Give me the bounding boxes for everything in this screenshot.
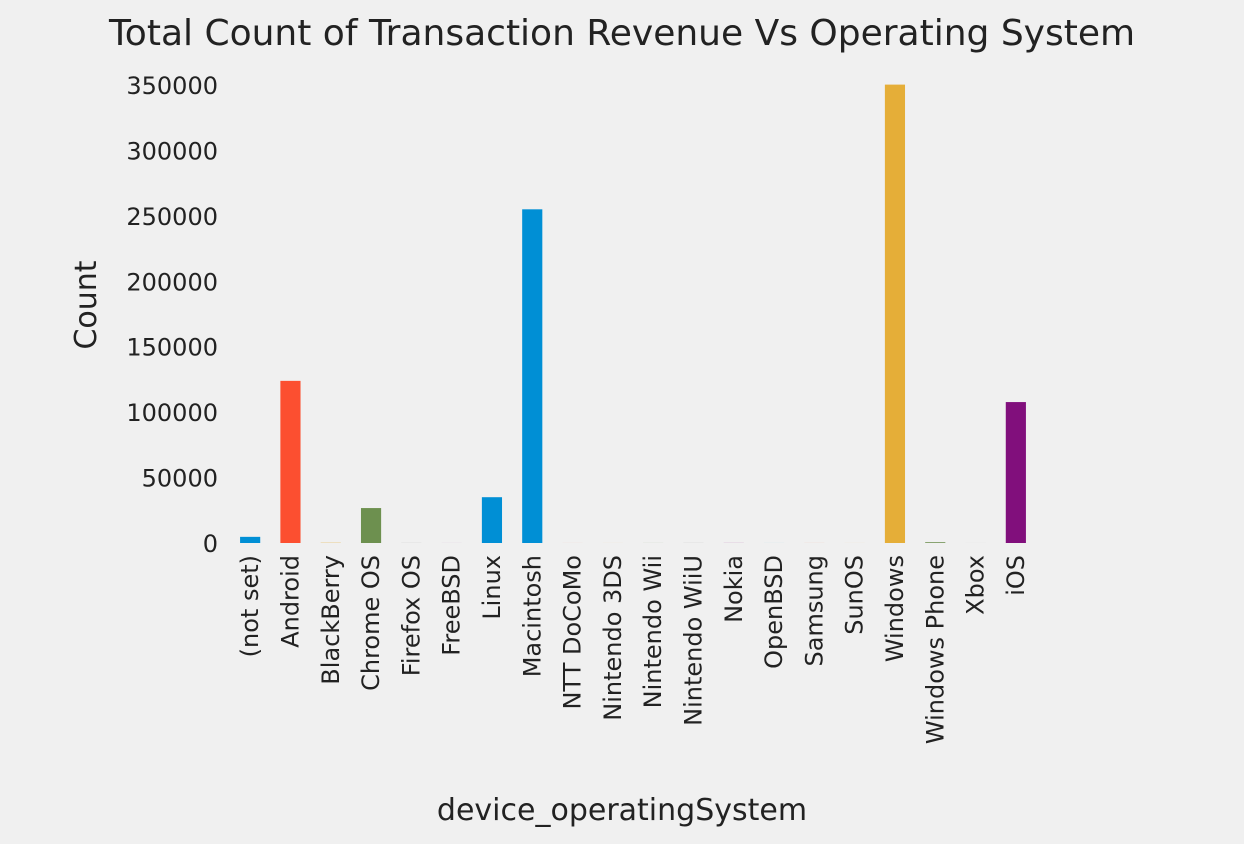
x-tick-label: Nintendo 3DS	[599, 555, 627, 721]
x-tick-labels: (not set) Android BlackBerry Chrome OS Firef…	[236, 555, 1030, 744]
x-tick-label: iOS	[1002, 555, 1030, 596]
x-tick-label: FreeBSD	[438, 555, 466, 656]
bar	[1005, 402, 1026, 543]
x-tick-label: Chrome OS	[357, 555, 385, 691]
x-tick-label: Nintendo Wii	[639, 555, 667, 708]
y-axis-label: Count	[69, 260, 104, 349]
x-tick-label: Xbox	[962, 555, 990, 615]
x-tick-label: Android	[276, 555, 304, 648]
y-tick-label: 250000	[126, 203, 218, 231]
x-axis-label: device_operatingSystem	[437, 793, 807, 828]
y-tick-label: 300000	[126, 137, 218, 165]
x-tick-label: Macintosh	[518, 555, 546, 677]
bar	[481, 497, 503, 543]
x-tick-label: Samsung	[800, 555, 828, 666]
y-tick-label: 200000	[126, 268, 218, 296]
x-tick-label: Firefox OS	[397, 555, 425, 676]
x-tick-label: Linux	[478, 555, 506, 620]
y-tick-labels: 0 50000 100000 150000 200000 250000 300000 3500…	[126, 72, 218, 558]
y-tick-label: 0	[203, 530, 218, 558]
x-tick-label: Nintendo WiiU	[679, 555, 707, 726]
y-tick-label: 350000	[126, 72, 218, 100]
x-tick-label: OpenBSD	[760, 555, 788, 669]
x-tick-label: NTT DoCoMo	[559, 555, 587, 709]
bars	[240, 84, 1026, 544]
bar	[884, 84, 906, 544]
bar	[522, 209, 543, 544]
bar	[280, 380, 301, 543]
chart-title: Total Count of Transaction Revenue Vs Op…	[108, 13, 1135, 54]
y-tick-label: 150000	[126, 334, 218, 362]
y-tick-label: 100000	[126, 399, 218, 427]
bar	[240, 536, 261, 543]
x-tick-label: SunOS	[841, 555, 869, 635]
x-tick-label: Nokia	[720, 555, 748, 623]
x-tick-label: Windows Phone	[921, 555, 949, 744]
x-tick-label: Windows	[881, 555, 909, 662]
x-tick-label: (not set)	[236, 555, 264, 657]
x-tick-label: BlackBerry	[317, 555, 345, 685]
bar	[360, 508, 382, 543]
bar	[925, 542, 946, 543]
y-tick-label: 50000	[142, 465, 218, 493]
